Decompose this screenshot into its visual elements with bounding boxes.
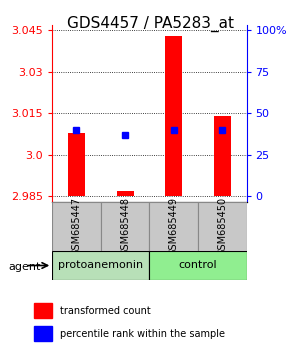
Bar (214, 116, 231, 196)
Bar (68, 133, 85, 196)
Text: GSM685447: GSM685447 (72, 197, 81, 256)
Text: protoanemonin: protoanemonin (58, 261, 143, 270)
Bar (117, 191, 134, 196)
Bar (52, 251, 149, 280)
Text: agent: agent (9, 262, 41, 272)
Bar (34, 326, 52, 341)
Text: control: control (179, 261, 217, 270)
Text: GSM685450: GSM685450 (217, 197, 227, 256)
Text: percentile rank within the sample: percentile rank within the sample (60, 329, 225, 338)
Bar (165, 36, 182, 196)
Bar (149, 251, 246, 280)
Bar (149, 202, 198, 251)
Text: GSM685448: GSM685448 (120, 197, 130, 256)
Text: GSM685449: GSM685449 (169, 197, 179, 256)
Text: transformed count: transformed count (60, 306, 151, 316)
Text: GDS4457 / PA5283_at: GDS4457 / PA5283_at (67, 16, 234, 32)
Bar (198, 202, 246, 251)
Bar (101, 202, 149, 251)
Bar (34, 303, 52, 318)
Bar (52, 202, 101, 251)
